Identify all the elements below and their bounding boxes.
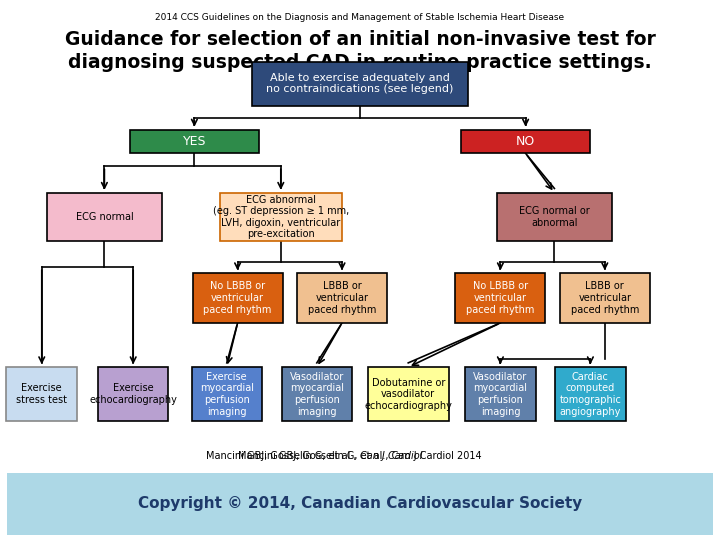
Text: No LBBB or
ventricular
paced rhythm: No LBBB or ventricular paced rhythm — [467, 281, 534, 315]
Text: ECG normal or
abnormal: ECG normal or abnormal — [519, 206, 590, 228]
Text: 2014 CCS Guidelines on the Diagnosis and Management of Stable Ischemia Heart Dis: 2014 CCS Guidelines on the Diagnosis and… — [156, 14, 564, 22]
FancyBboxPatch shape — [47, 193, 162, 241]
Text: Copyright © 2014, Canadian Cardiovascular Society: Copyright © 2014, Canadian Cardiovascula… — [138, 496, 582, 511]
Text: Can J Cardiol: Can J Cardiol — [360, 451, 423, 461]
Text: Dobutamine or
vasodilator
echocardiography: Dobutamine or vasodilator echocardiograp… — [364, 377, 452, 411]
Text: NO: NO — [516, 135, 535, 148]
FancyBboxPatch shape — [130, 130, 259, 153]
Text: Exercise
stress test: Exercise stress test — [17, 383, 67, 405]
Text: Exercise
myocardial
perfusion
imaging: Exercise myocardial perfusion imaging — [200, 372, 254, 416]
FancyBboxPatch shape — [461, 130, 590, 153]
Text: Cardiac
computed
tomographic
angiography: Cardiac computed tomographic angiography — [559, 372, 621, 416]
FancyBboxPatch shape — [6, 367, 77, 421]
Text: LBBB or
ventricular
paced rhythm: LBBB or ventricular paced rhythm — [571, 281, 639, 315]
Text: Able to exercise adequately and
no contraindications (see legend): Able to exercise adequately and no contr… — [266, 73, 454, 94]
FancyBboxPatch shape — [297, 273, 387, 323]
Text: No LBBB or
ventricular
paced rhythm: No LBBB or ventricular paced rhythm — [204, 281, 271, 315]
FancyBboxPatch shape — [560, 273, 649, 323]
Text: Vasodilator
myocardial
perfusion
imaging: Vasodilator myocardial perfusion imaging — [473, 372, 528, 416]
FancyBboxPatch shape — [193, 273, 283, 323]
FancyBboxPatch shape — [455, 273, 546, 323]
Text: YES: YES — [183, 135, 206, 148]
Text: Mancini GBJ, Gosselin G, et al., Can J Cardiol 2014: Mancini GBJ, Gosselin G, et al., Can J C… — [238, 451, 482, 461]
FancyBboxPatch shape — [192, 367, 262, 421]
FancyBboxPatch shape — [368, 367, 449, 421]
FancyBboxPatch shape — [7, 472, 713, 535]
Text: ECG abnormal
(eg. ST depression ≥ 1 mm,
LVH, digoxin, ventricular
pre-excitation: ECG abnormal (eg. ST depression ≥ 1 mm, … — [212, 195, 349, 239]
FancyBboxPatch shape — [555, 367, 626, 421]
FancyBboxPatch shape — [465, 367, 536, 421]
Text: Vasodilator
myocardial
perfusion
imaging: Vasodilator myocardial perfusion imaging — [289, 372, 344, 416]
Text: LBBB or
ventricular
paced rhythm: LBBB or ventricular paced rhythm — [308, 281, 376, 315]
Text: Exercise
echocardiography: Exercise echocardiography — [89, 383, 177, 405]
Text: Guidance for selection of an initial non-invasive test for
diagnosing suspected : Guidance for selection of an initial non… — [65, 30, 655, 72]
FancyBboxPatch shape — [98, 367, 168, 421]
Text: ECG normal: ECG normal — [76, 212, 133, 222]
Text: Mancini GBJ, Gosselin G, et al.,: Mancini GBJ, Gosselin G, et al., — [207, 451, 360, 461]
FancyBboxPatch shape — [282, 367, 352, 421]
FancyBboxPatch shape — [220, 193, 342, 241]
FancyBboxPatch shape — [252, 62, 468, 106]
FancyBboxPatch shape — [497, 193, 612, 241]
